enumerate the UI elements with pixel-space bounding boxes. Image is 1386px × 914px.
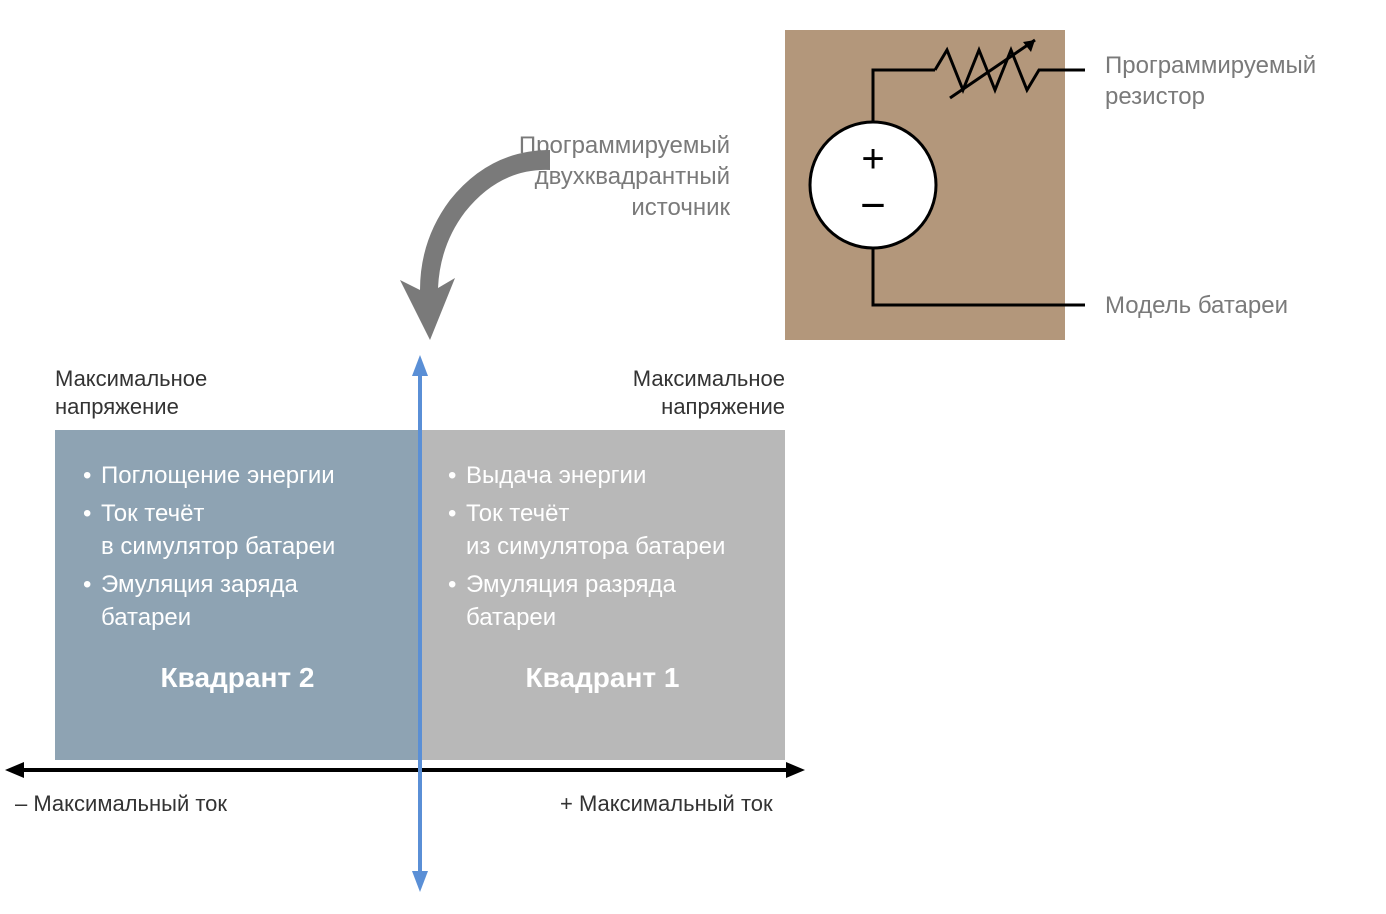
min-current-label: – Максимальный ток bbox=[15, 790, 227, 818]
battery-model-label: Модель батареи bbox=[1105, 290, 1288, 321]
max-current-label: + Максимальный ток bbox=[560, 790, 773, 818]
x-axis-arrow-left bbox=[5, 762, 24, 778]
source-minus: − bbox=[860, 181, 886, 230]
y-axis-arrow-up bbox=[412, 355, 428, 376]
diagram-stage: + − Программируемый резистор Модель бата… bbox=[0, 0, 1386, 914]
axes bbox=[0, 0, 820, 910]
x-axis-arrow-right bbox=[786, 762, 805, 778]
resistor-label: Программируемый резистор bbox=[1105, 50, 1316, 112]
source-plus: + bbox=[861, 137, 884, 181]
y-axis-arrow-down bbox=[412, 871, 428, 892]
circuit-schematic: + − bbox=[785, 30, 1105, 350]
resistor-label-line2: резистор bbox=[1105, 83, 1205, 110]
resistor-label-line1: Программируемый bbox=[1105, 52, 1316, 79]
